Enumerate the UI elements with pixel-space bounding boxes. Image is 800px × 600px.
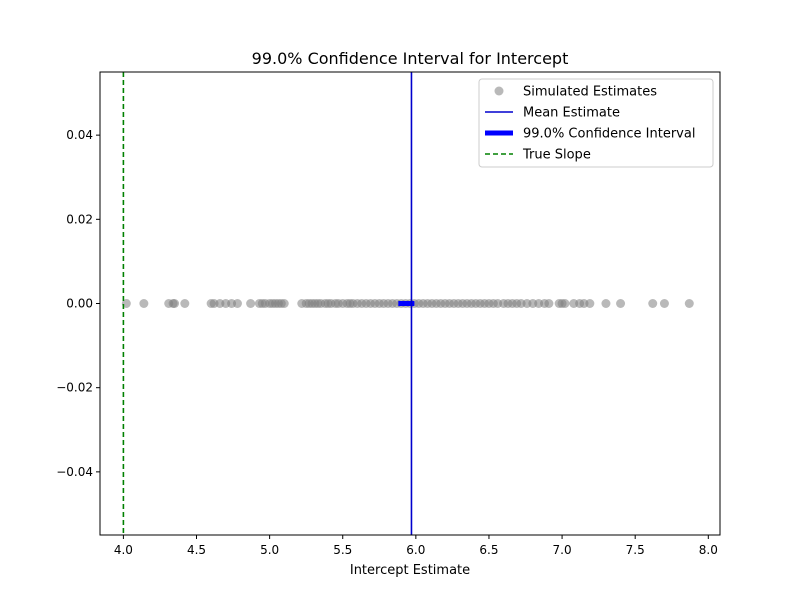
legend-box [478, 78, 714, 168]
y-tick-label: 0.00 [66, 297, 93, 311]
x-tick-label: 6.0 [406, 543, 425, 557]
scatter-point [616, 299, 626, 308]
x-tick-label: 5.0 [260, 543, 279, 557]
x-axis-label: Intercept Estimate [350, 563, 470, 578]
x-tick-label: 6.5 [479, 543, 498, 557]
scatter-point [544, 299, 554, 308]
scatter-point [170, 299, 180, 308]
scatter-point [232, 299, 242, 308]
x-tick-label: 5.5 [333, 543, 352, 557]
scatter-point [246, 299, 256, 308]
legend-label: True Slope [522, 148, 591, 163]
legend-label: Simulated Estimates [523, 85, 657, 100]
x-tick-label: 7.0 [553, 543, 572, 557]
x-tick-label: 4.0 [114, 543, 133, 557]
scatter-point [601, 299, 611, 308]
scatter-point [560, 299, 570, 308]
y-tick-label: 0.02 [66, 212, 93, 226]
legend-scatter-marker [494, 86, 504, 96]
x-tick-label: 4.5 [187, 543, 206, 557]
x-tick-label: 7.5 [626, 543, 645, 557]
chart-title: 99.0% Confidence Interval for Intercept [252, 49, 569, 68]
scatter-point [585, 299, 595, 308]
scatter-point [684, 299, 694, 308]
scatter-point [180, 299, 190, 308]
legend-label: Mean Estimate [523, 106, 620, 121]
y-tick-label: 0.04 [66, 128, 93, 142]
legend: Simulated Estimates Mean Estimate 99.0% Co… [478, 78, 714, 168]
y-tick-label: −0.04 [56, 465, 93, 479]
legend-label: 99.0% Confidence Interval [523, 127, 695, 142]
y-tick-label: −0.02 [56, 381, 93, 395]
scatter-point [139, 299, 149, 308]
scatter-point [648, 299, 658, 308]
plot-area: 4.0 4.5 5.0 5.5 6.0 6.5 7.0 7.5 8.0 0.04 0.02 0.00 −… [56, 71, 721, 557]
scatter-point [279, 299, 289, 308]
x-tick-label: 8.0 [699, 543, 718, 557]
scatter-point [659, 299, 669, 308]
